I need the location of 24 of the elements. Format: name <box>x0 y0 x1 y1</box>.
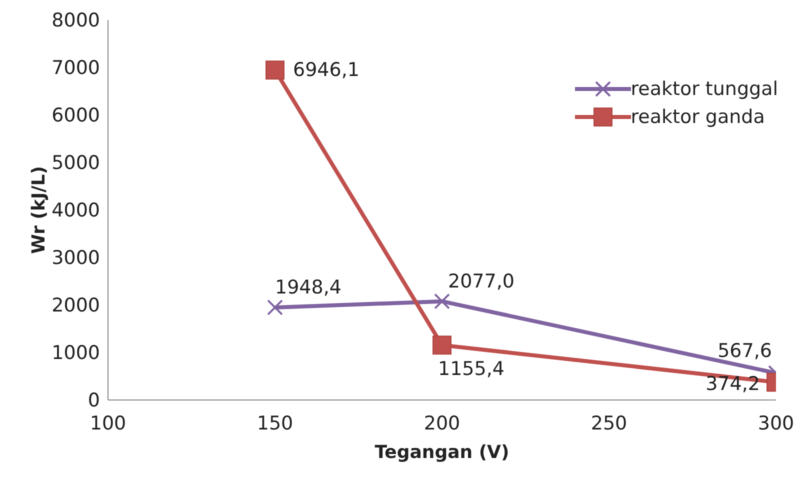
y-tick-label: 4000 <box>52 200 100 222</box>
data-label: 374,2 <box>706 373 760 396</box>
x-tick-label: 200 <box>424 412 460 434</box>
data-label: 1155,4 <box>438 358 504 380</box>
x-tick-label: 250 <box>590 412 628 434</box>
legend-label: reaktor tunggal <box>630 78 778 100</box>
y-tick-label: 7000 <box>52 57 100 80</box>
y-tick-label: 8000 <box>52 10 100 32</box>
data-label: 1948,4 <box>275 276 342 298</box>
y-tick-label: 2000 <box>52 294 100 317</box>
y-axis-title: Wr (kJ/L) <box>28 166 50 254</box>
x-tick-label: 300 <box>758 412 794 434</box>
y-tick-label: 1000 <box>52 342 100 364</box>
data-label: 567,6 <box>718 340 772 362</box>
x-axis-title: Tegangan (V) <box>374 442 510 463</box>
x-tick-label: 100 <box>90 412 126 434</box>
data-label: 2077,0 <box>448 270 514 292</box>
y-tick-label: 5000 <box>52 152 100 174</box>
y-tick-label: 3000 <box>52 247 100 270</box>
y-tick-label: 0 <box>88 390 100 412</box>
data-label: 6946,1 <box>293 59 360 82</box>
x-tick-label: 150 <box>256 412 294 434</box>
y-tick-label: 6000 <box>52 104 100 127</box>
legend-label: reaktor ganda <box>630 106 765 128</box>
